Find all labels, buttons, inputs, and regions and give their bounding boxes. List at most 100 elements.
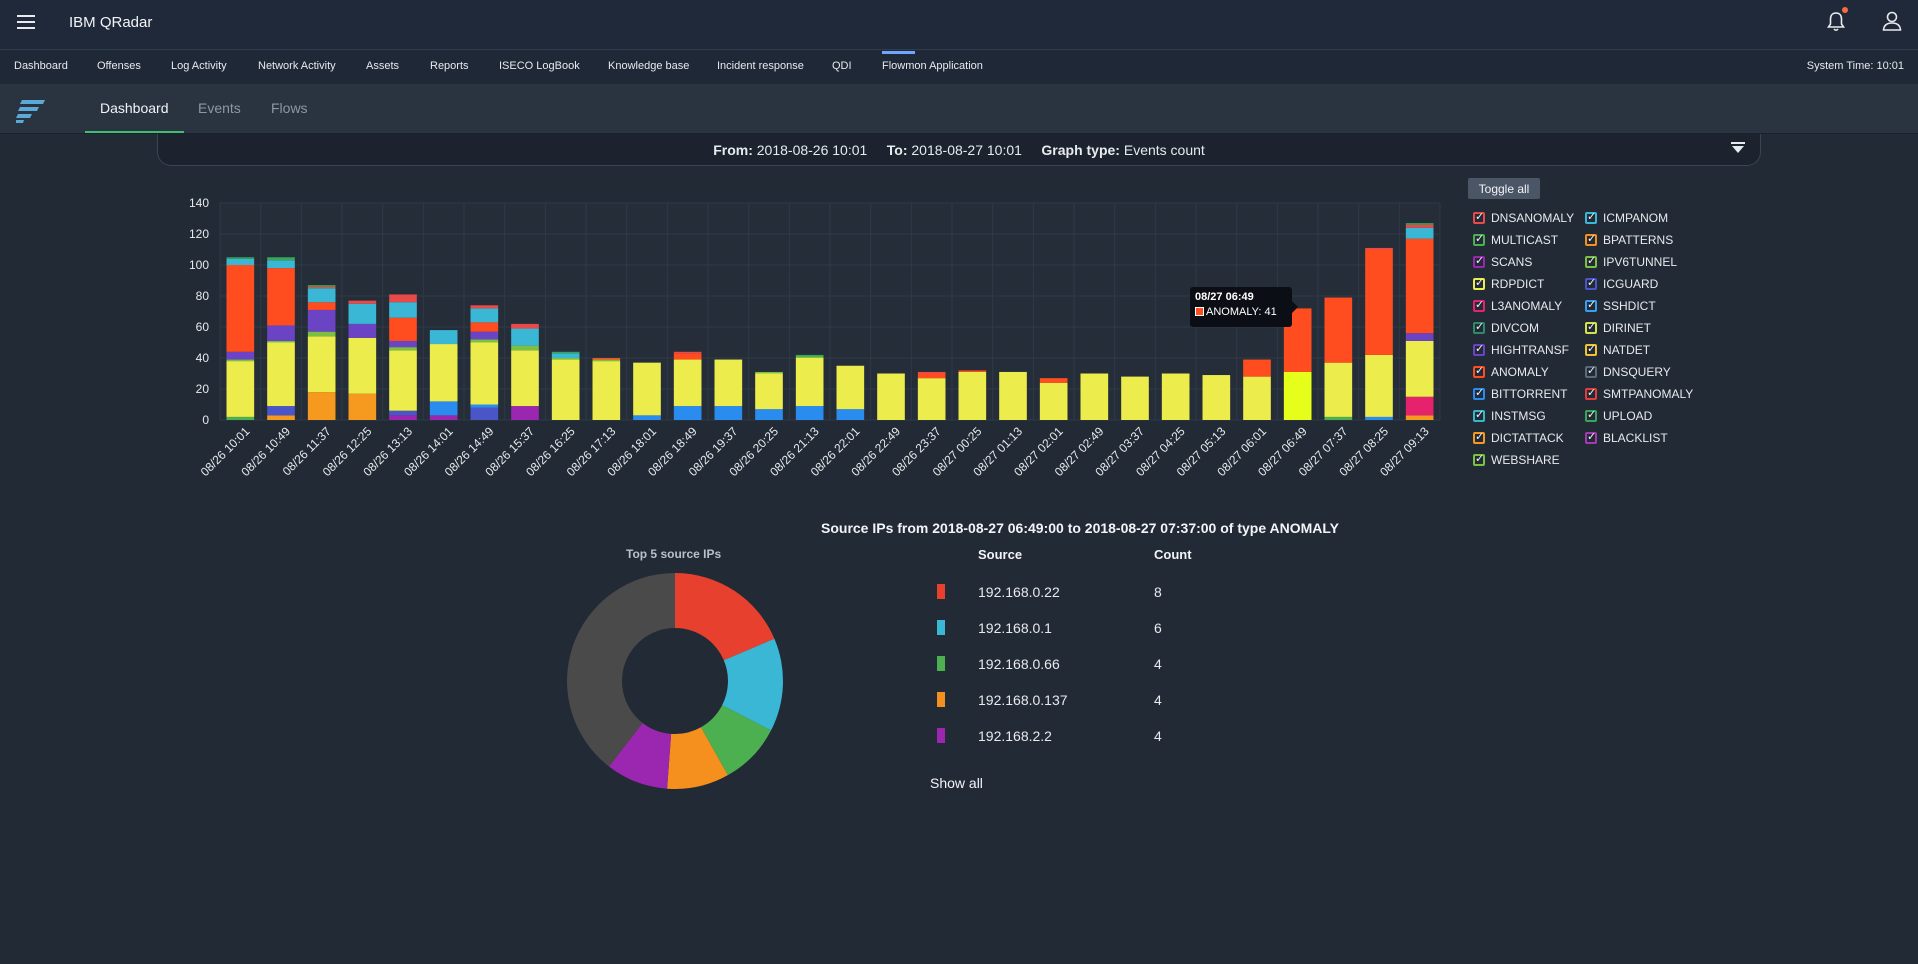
bar-segment[interactable] [755,371,783,374]
bar-segment[interactable] [389,410,417,416]
nav-reports[interactable]: Reports [430,60,469,72]
bar-segment[interactable] [348,337,377,394]
bar-segment[interactable] [1039,378,1068,383]
legend-checkbox-icon[interactable] [1473,232,1485,246]
bar-segment[interactable] [470,404,499,408]
bar-segment[interactable] [511,350,539,407]
legend-checkbox-icon[interactable] [1585,254,1597,268]
donut-slice[interactable] [567,573,675,767]
bar-segment[interactable] [389,350,417,411]
legend-item-upload[interactable]: UPLOAD [1585,408,1652,423]
bar-segment[interactable] [795,354,824,357]
bar-segment[interactable] [307,336,336,393]
bar-segment[interactable] [429,330,458,345]
nav-assets[interactable]: Assets [366,60,400,72]
bar-segment[interactable] [1080,373,1109,421]
bar-segment[interactable] [470,342,499,405]
legend-checkbox-icon[interactable] [1585,232,1597,246]
bar-segment[interactable] [389,340,417,348]
bar-segment[interactable] [348,303,377,324]
bar-segment[interactable] [1324,297,1353,363]
bar-segment[interactable] [429,401,458,416]
legend-checkbox-icon[interactable] [1473,364,1485,378]
bar-segment[interactable] [1405,415,1434,420]
bar-segment[interactable] [389,347,417,351]
bar-segment[interactable] [714,359,743,407]
legend-item-rdpdict[interactable]: RDPDICT [1473,276,1544,291]
bar-segment[interactable] [348,393,377,420]
bar-segment[interactable] [226,416,255,420]
legend-item-multicast[interactable]: MULTICAST [1473,232,1558,247]
bar-segment[interactable] [348,323,377,338]
nav-incident-response[interactable]: Incident response [717,60,804,72]
bar-segment[interactable] [511,406,539,420]
legend-item-instmsg[interactable]: INSTMSG [1473,408,1546,423]
bar-segment[interactable] [673,351,702,354]
bar-segment[interactable] [1405,224,1434,228]
filter-expand-icon[interactable] [1730,141,1746,155]
tab-dashboard[interactable]: Dashboard [100,100,169,116]
bar-segment[interactable] [1365,247,1393,250]
legend-item-dirinet[interactable]: DIRINET [1585,320,1651,335]
bar-segment[interactable] [226,258,255,265]
bar-segment[interactable] [307,288,336,303]
bar-segment[interactable] [592,361,621,420]
donut-slice[interactable] [722,638,783,731]
bar-segment[interactable] [429,415,458,420]
bar-segment[interactable] [1243,376,1271,420]
legend-checkbox-icon[interactable] [1473,342,1485,356]
bar-segment[interactable] [389,415,417,420]
bar-segment[interactable] [389,294,417,303]
bar-segment[interactable] [551,353,580,358]
bar-segment[interactable] [1202,375,1231,420]
bar-segment[interactable] [348,300,377,304]
bar-segment[interactable] [267,415,295,420]
bar-segment[interactable] [755,373,783,410]
nav-flowmon-application[interactable]: Flowmon Application [882,60,983,72]
bar-segment[interactable] [470,331,499,340]
bar-segment[interactable] [795,358,824,407]
legend-checkbox-icon[interactable] [1585,364,1597,378]
bar-segment[interactable] [267,342,295,407]
legend-item-webshare[interactable]: WEBSHARE [1473,452,1560,467]
nav-iseco-logbook[interactable]: ISECO LogBook [499,60,580,72]
tab-flows[interactable]: Flows [271,100,308,116]
bar-segment[interactable] [267,406,295,416]
legend-item-bittorrent[interactable]: BITTORRENT [1473,386,1567,401]
legend-item-anomaly[interactable]: ANOMALY [1473,364,1549,379]
nav-dashboard[interactable]: Dashboard [14,60,68,72]
bar-segment[interactable] [226,359,255,362]
bar-segment[interactable] [267,325,295,341]
donut-slice[interactable] [675,573,775,661]
legend-item-icmpanom[interactable]: ICMPANOM [1585,210,1668,225]
legend-checkbox-icon[interactable] [1473,210,1485,224]
bar-segment[interactable] [389,302,417,318]
legend-item-ipv6tunnel[interactable]: IPV6TUNNEL [1585,254,1677,269]
bar-segment[interactable] [551,351,580,354]
bar-segment[interactable] [917,378,946,420]
bar-segment[interactable] [795,406,824,420]
legend-checkbox-icon[interactable] [1473,386,1485,400]
bar-segment[interactable] [999,371,1027,420]
bar-segment[interactable] [755,409,783,420]
donut-slice[interactable] [700,705,772,776]
legend-item-dnsquery[interactable]: DNSQUERY [1585,364,1671,379]
bar-segment[interactable] [795,356,824,358]
legend-item-smtpanomaly[interactable]: SMTPANOMALY [1585,386,1693,401]
bar-segment[interactable] [592,358,621,360]
bar-segment[interactable] [633,415,661,420]
bar-segment[interactable] [673,406,702,420]
legend-item-l3anomaly[interactable]: L3ANOMALY [1473,298,1562,313]
nav-knowledge-base[interactable]: Knowledge base [608,60,690,72]
bar-segment[interactable] [267,268,295,326]
bar-segment[interactable] [267,257,295,261]
legend-checkbox-icon[interactable] [1473,408,1485,422]
bar-segment[interactable] [1405,223,1434,225]
legend-item-sshdict[interactable]: SSHDICT [1585,298,1656,313]
bar-segment[interactable] [470,305,499,309]
bar-segment[interactable] [307,286,336,289]
legend-item-hightransf[interactable]: HIGHTRANSF [1473,342,1569,357]
donut-slice[interactable] [608,722,672,789]
bar-segment[interactable] [307,302,336,310]
bar-segment[interactable] [470,339,499,343]
